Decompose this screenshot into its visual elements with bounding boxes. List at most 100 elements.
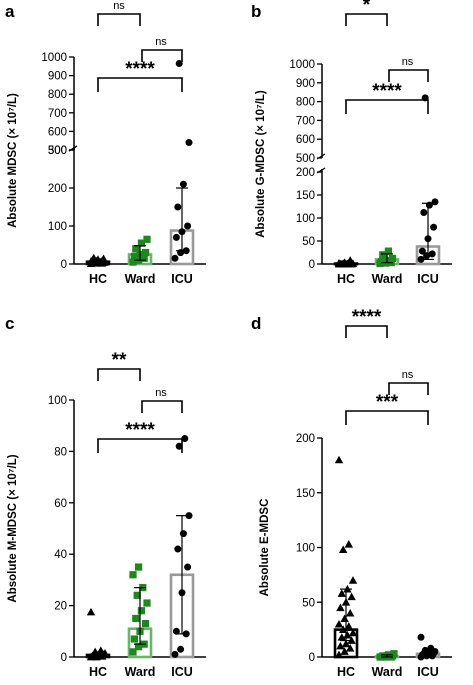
significance-bracket bbox=[141, 49, 183, 62]
panel-d: d 0 50 100 150 200 Absolute E-MDSC HC Ward ICU ***… bbox=[251, 307, 452, 679]
significance-label: **** bbox=[125, 59, 155, 80]
x-category-label: ICU bbox=[417, 665, 439, 679]
data-point bbox=[143, 235, 151, 243]
data-point bbox=[417, 255, 425, 263]
x-category-label: HC bbox=[337, 272, 355, 286]
data-point bbox=[179, 530, 187, 538]
y-tick-label: 0 bbox=[309, 259, 315, 271]
y-tick-label: 100 bbox=[48, 395, 67, 407]
y-tick-label: 0 bbox=[61, 652, 67, 664]
significance-label: **** bbox=[352, 307, 382, 328]
significance-bracket bbox=[345, 13, 388, 26]
y-tick-label: 150 bbox=[296, 190, 315, 202]
data-point bbox=[344, 622, 353, 630]
data-point bbox=[130, 252, 138, 260]
panel-c: c 0 20 40 60 80 100 Absolute M-MDSC (× 10⁷/L) HC… bbox=[5, 314, 206, 679]
data-point bbox=[430, 223, 438, 231]
y-tick-label: 60 bbox=[54, 498, 67, 510]
data-point bbox=[184, 563, 192, 571]
significance-bracket bbox=[141, 400, 183, 413]
data-point bbox=[346, 256, 355, 264]
y-tick-label: 50 bbox=[302, 597, 315, 609]
significance-label: ns bbox=[155, 387, 167, 399]
data-point bbox=[339, 625, 348, 633]
data-point bbox=[135, 563, 143, 571]
y-tick-label: 600 bbox=[296, 134, 315, 146]
data-point bbox=[344, 540, 353, 548]
data-point bbox=[348, 628, 358, 637]
data-point bbox=[137, 607, 145, 615]
x-category-label: Ward bbox=[372, 272, 403, 286]
data-point bbox=[343, 630, 352, 639]
data-point bbox=[100, 648, 110, 657]
data-point bbox=[390, 650, 398, 658]
x-category-label: ICU bbox=[171, 272, 193, 286]
x-category-label: HC bbox=[89, 272, 107, 286]
x-category-label: HC bbox=[337, 665, 355, 679]
y-tick-label: 500 bbox=[296, 153, 315, 165]
data-point bbox=[171, 650, 179, 658]
x-category-label: ICU bbox=[171, 665, 193, 679]
y-tick-label: 800 bbox=[296, 97, 315, 109]
significance-label: ** bbox=[112, 350, 127, 371]
data-point bbox=[143, 599, 151, 607]
data-point bbox=[129, 258, 137, 266]
data-point bbox=[142, 249, 150, 257]
y-tick-label: 40 bbox=[54, 549, 67, 561]
data-point bbox=[185, 139, 193, 147]
x-category-label: Ward bbox=[125, 272, 156, 286]
data-point bbox=[379, 652, 387, 660]
data-point bbox=[174, 203, 182, 211]
data-point bbox=[417, 633, 425, 641]
panel-letter: d bbox=[251, 314, 261, 333]
data-point bbox=[377, 258, 385, 266]
data-point bbox=[334, 650, 344, 659]
data-point bbox=[418, 247, 426, 255]
significance-label: * bbox=[363, 0, 371, 16]
data-point bbox=[171, 254, 179, 262]
data-point bbox=[384, 247, 392, 255]
data-point bbox=[142, 619, 150, 628]
data-point bbox=[137, 239, 145, 247]
data-point bbox=[431, 198, 439, 206]
y-axis-label: Absolute MDSC (× 10⁷/L) bbox=[7, 93, 19, 228]
panel-letter: c bbox=[5, 314, 14, 333]
data-point bbox=[96, 646, 105, 654]
data-point bbox=[341, 639, 351, 648]
data-point bbox=[99, 254, 108, 263]
y-tick-label: 800 bbox=[48, 89, 67, 101]
data-point bbox=[132, 245, 140, 253]
data-point bbox=[336, 603, 345, 612]
significance-bracket bbox=[345, 410, 429, 425]
data-point bbox=[347, 592, 356, 601]
data-point bbox=[175, 60, 183, 68]
significance-label: ns bbox=[402, 56, 414, 68]
data-point bbox=[129, 571, 137, 579]
data-point bbox=[346, 644, 355, 652]
data-point bbox=[334, 455, 344, 464]
significance-bracket bbox=[345, 99, 429, 114]
significance-bracket bbox=[97, 77, 183, 92]
data-point bbox=[177, 645, 185, 653]
data-point bbox=[379, 251, 387, 259]
y-axis-label: Absolute E-MDSC bbox=[259, 499, 271, 597]
data-point bbox=[348, 576, 358, 584]
y-tick-label: 1000 bbox=[41, 52, 67, 64]
x-category-label: HC bbox=[89, 665, 107, 679]
x-category-label: Ward bbox=[372, 665, 403, 679]
significance-label: ns bbox=[113, 0, 125, 12]
panel-letter: a bbox=[5, 2, 15, 21]
data-point bbox=[181, 435, 189, 443]
y-tick-label: 600 bbox=[48, 126, 67, 138]
y-tick-label: 50 bbox=[302, 236, 315, 248]
data-point bbox=[140, 254, 148, 262]
y-tick-label: 900 bbox=[296, 78, 315, 90]
y-tick-label: 200 bbox=[296, 167, 315, 179]
significance-bracket bbox=[97, 13, 141, 26]
significance-label: *** bbox=[376, 392, 399, 413]
data-point bbox=[185, 512, 193, 520]
data-point bbox=[135, 643, 143, 651]
y-tick-label: 0 bbox=[309, 652, 315, 664]
y-tick-label: 20 bbox=[54, 601, 67, 613]
